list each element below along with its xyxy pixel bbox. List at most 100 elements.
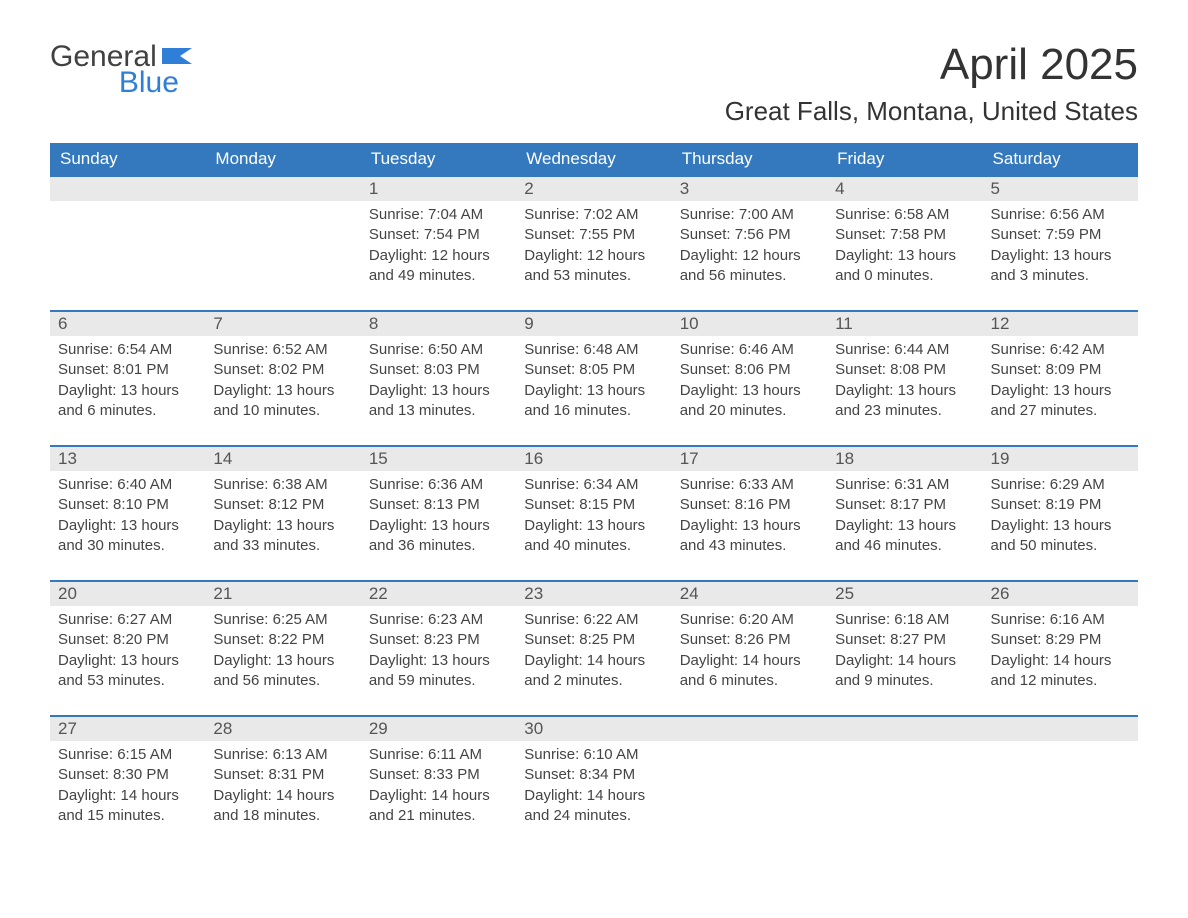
sunset-text: Sunset: 8:29 PM [991,630,1130,650]
day-content-cell: Sunrise: 6:29 AMSunset: 8:19 PMDaylight:… [983,471,1138,581]
day-content-cell: Sunrise: 6:22 AMSunset: 8:25 PMDaylight:… [516,606,671,716]
day-number-cell: 11 [827,311,982,336]
day-content-row: Sunrise: 6:40 AMSunset: 8:10 PMDaylight:… [50,471,1138,581]
day-content-cell: Sunrise: 6:54 AMSunset: 8:01 PMDaylight:… [50,336,205,446]
sunset-text: Sunset: 8:13 PM [369,495,508,515]
daylight-text: Daylight: 13 hours and 16 minutes. [524,381,663,422]
sunset-text: Sunset: 8:23 PM [369,630,508,650]
daylight-text: Daylight: 13 hours and 40 minutes. [524,516,663,557]
sunrise-text: Sunrise: 6:22 AM [524,610,663,630]
daylight-text: Daylight: 14 hours and 21 minutes. [369,786,508,827]
day-number-cell: 22 [361,581,516,606]
day-content-cell: Sunrise: 6:58 AMSunset: 7:58 PMDaylight:… [827,201,982,311]
sunrise-text: Sunrise: 6:31 AM [835,475,974,495]
sunrise-text: Sunrise: 6:56 AM [991,205,1130,225]
sunset-text: Sunset: 8:19 PM [991,495,1130,515]
sunset-text: Sunset: 8:34 PM [524,765,663,785]
day-number-cell: 5 [983,176,1138,201]
day-number-cell: 19 [983,446,1138,471]
day-number-cell: 25 [827,581,982,606]
sunset-text: Sunset: 8:09 PM [991,360,1130,380]
day-content-cell: Sunrise: 6:25 AMSunset: 8:22 PMDaylight:… [205,606,360,716]
sunset-text: Sunset: 8:31 PM [213,765,352,785]
daylight-text: Daylight: 13 hours and 33 minutes. [213,516,352,557]
daylight-text: Daylight: 14 hours and 2 minutes. [524,651,663,692]
day-content-cell: Sunrise: 6:48 AMSunset: 8:05 PMDaylight:… [516,336,671,446]
sunset-text: Sunset: 8:33 PM [369,765,508,785]
sunrise-text: Sunrise: 6:29 AM [991,475,1130,495]
daylight-text: Daylight: 13 hours and 50 minutes. [991,516,1130,557]
day-number-row: 27282930 [50,716,1138,741]
logo-flag-icon [162,42,192,69]
day-content-cell: Sunrise: 6:27 AMSunset: 8:20 PMDaylight:… [50,606,205,716]
day-number-cell: 12 [983,311,1138,336]
daylight-text: Daylight: 13 hours and 27 minutes. [991,381,1130,422]
sunrise-text: Sunrise: 6:33 AM [680,475,819,495]
sunset-text: Sunset: 8:01 PM [58,360,197,380]
day-content-cell [50,201,205,311]
day-number-cell: 17 [672,446,827,471]
day-number-cell: 3 [672,176,827,201]
daylight-text: Daylight: 13 hours and 46 minutes. [835,516,974,557]
day-content-cell [205,201,360,311]
day-number-cell: 24 [672,581,827,606]
sunset-text: Sunset: 8:22 PM [213,630,352,650]
daylight-text: Daylight: 13 hours and 36 minutes. [369,516,508,557]
sunrise-text: Sunrise: 6:20 AM [680,610,819,630]
day-content-cell: Sunrise: 6:15 AMSunset: 8:30 PMDaylight:… [50,741,205,851]
day-content-row: Sunrise: 6:15 AMSunset: 8:30 PMDaylight:… [50,741,1138,851]
sunset-text: Sunset: 8:03 PM [369,360,508,380]
title-block: April 2025 Great Falls, Montana, United … [725,40,1138,137]
sunrise-text: Sunrise: 6:36 AM [369,475,508,495]
daylight-text: Daylight: 14 hours and 15 minutes. [58,786,197,827]
sunrise-text: Sunrise: 6:46 AM [680,340,819,360]
day-number-cell: 1 [361,176,516,201]
daylight-text: Daylight: 14 hours and 6 minutes. [680,651,819,692]
daylight-text: Daylight: 13 hours and 3 minutes. [991,246,1130,287]
month-title: April 2025 [725,40,1138,90]
day-number-row: 6789101112 [50,311,1138,336]
sunset-text: Sunset: 7:58 PM [835,225,974,245]
day-content-cell: Sunrise: 6:52 AMSunset: 8:02 PMDaylight:… [205,336,360,446]
day-content-cell: Sunrise: 7:04 AMSunset: 7:54 PMDaylight:… [361,201,516,311]
daylight-text: Daylight: 13 hours and 43 minutes. [680,516,819,557]
day-content-cell [983,741,1138,851]
day-number-cell: 28 [205,716,360,741]
sunset-text: Sunset: 7:55 PM [524,225,663,245]
day-number-cell: 20 [50,581,205,606]
sunrise-text: Sunrise: 6:18 AM [835,610,974,630]
sunset-text: Sunset: 8:17 PM [835,495,974,515]
daylight-text: Daylight: 13 hours and 23 minutes. [835,381,974,422]
daylight-text: Daylight: 12 hours and 49 minutes. [369,246,508,287]
day-number-cell: 7 [205,311,360,336]
sunset-text: Sunset: 8:16 PM [680,495,819,515]
sunrise-text: Sunrise: 6:50 AM [369,340,508,360]
sunset-text: Sunset: 8:12 PM [213,495,352,515]
day-content-cell: Sunrise: 6:31 AMSunset: 8:17 PMDaylight:… [827,471,982,581]
sunrise-text: Sunrise: 7:02 AM [524,205,663,225]
day-number-cell: 4 [827,176,982,201]
weekday-header: Sunday [50,143,205,176]
day-number-cell [50,176,205,201]
sunrise-text: Sunrise: 6:34 AM [524,475,663,495]
day-number-cell: 9 [516,311,671,336]
day-content-cell: Sunrise: 6:11 AMSunset: 8:33 PMDaylight:… [361,741,516,851]
sunset-text: Sunset: 8:30 PM [58,765,197,785]
day-content-cell: Sunrise: 6:56 AMSunset: 7:59 PMDaylight:… [983,201,1138,311]
logo: General Blue [50,40,192,100]
daylight-text: Daylight: 13 hours and 56 minutes. [213,651,352,692]
daylight-text: Daylight: 14 hours and 12 minutes. [991,651,1130,692]
day-number-cell: 6 [50,311,205,336]
sunrise-text: Sunrise: 6:27 AM [58,610,197,630]
day-content-cell: Sunrise: 6:46 AMSunset: 8:06 PMDaylight:… [672,336,827,446]
daylight-text: Daylight: 13 hours and 0 minutes. [835,246,974,287]
sunset-text: Sunset: 8:08 PM [835,360,974,380]
sunrise-text: Sunrise: 6:23 AM [369,610,508,630]
sunset-text: Sunset: 7:56 PM [680,225,819,245]
day-content-cell: Sunrise: 6:20 AMSunset: 8:26 PMDaylight:… [672,606,827,716]
daylight-text: Daylight: 14 hours and 24 minutes. [524,786,663,827]
day-content-cell: Sunrise: 6:33 AMSunset: 8:16 PMDaylight:… [672,471,827,581]
day-content-cell: Sunrise: 6:44 AMSunset: 8:08 PMDaylight:… [827,336,982,446]
day-content-cell: Sunrise: 7:00 AMSunset: 7:56 PMDaylight:… [672,201,827,311]
day-number-cell: 18 [827,446,982,471]
